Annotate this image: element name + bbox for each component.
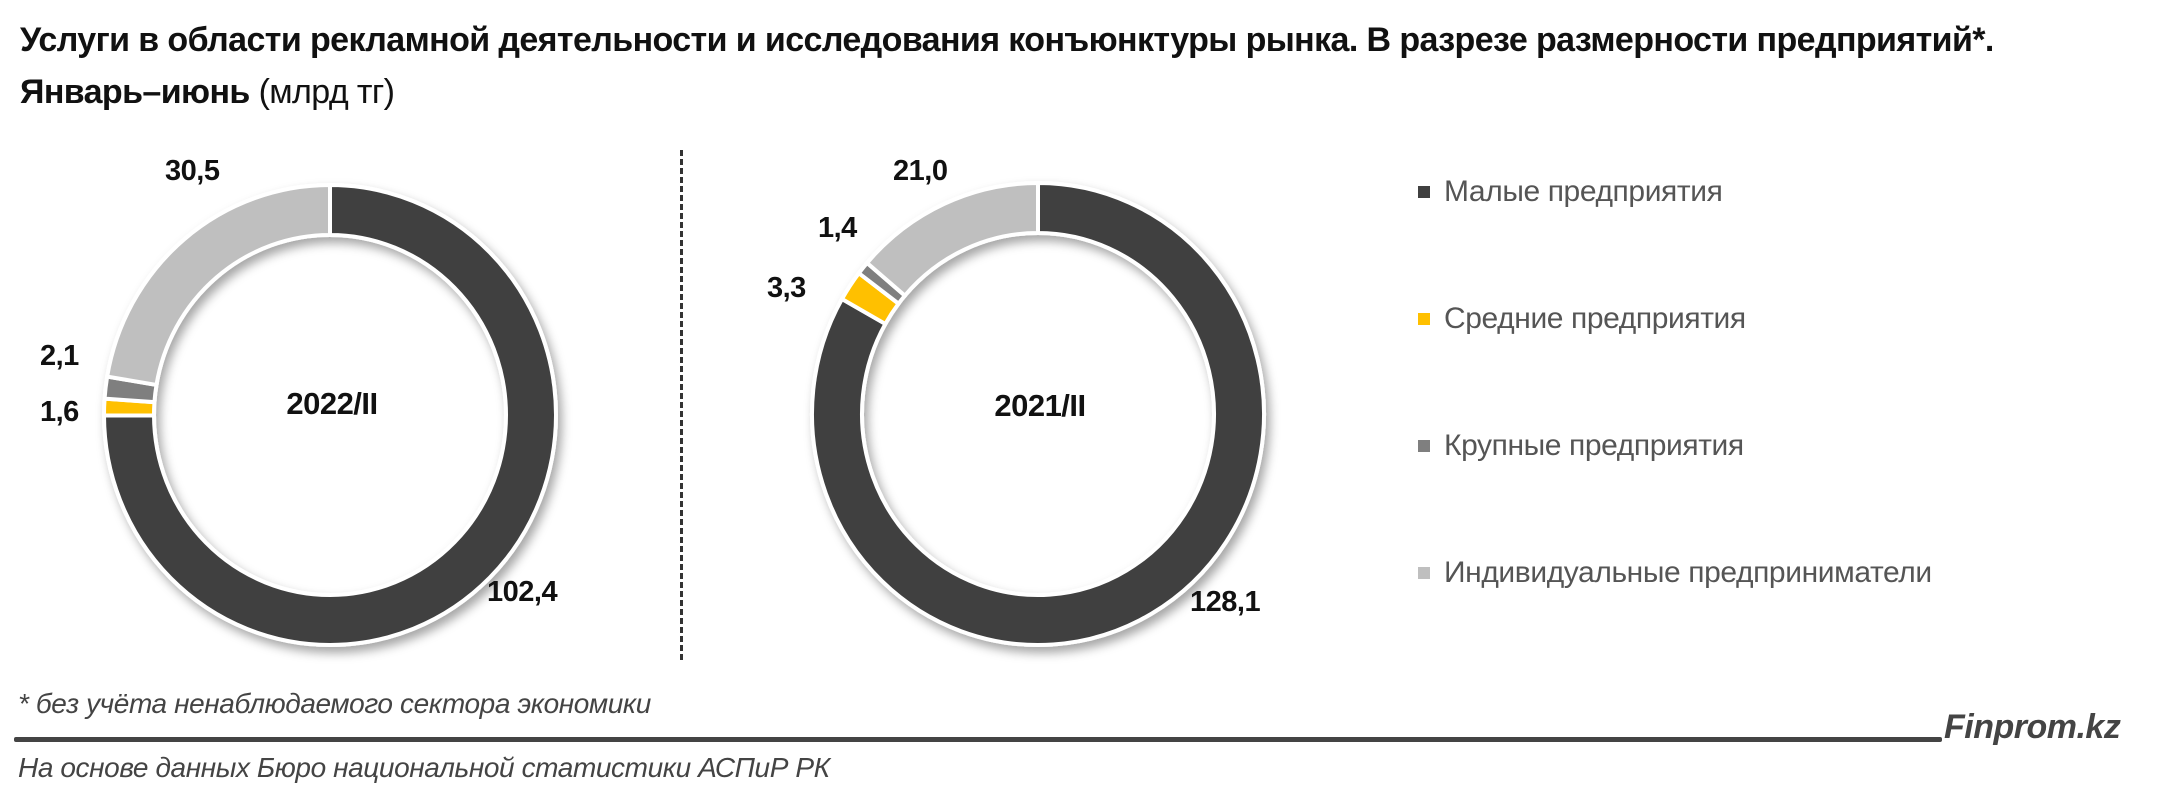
donut-chart-2021 (810, 180, 1266, 647)
chart-divider (680, 150, 683, 660)
donut-center-2021: 2021/II (994, 388, 1086, 423)
legend-item-small: Малые предприятия (1418, 175, 1723, 209)
legend-swatch-small-icon (1418, 186, 1430, 198)
donut-segment (864, 180, 1040, 299)
chart-title-main: Услуги в области рекламной деятельности … (20, 21, 1994, 111)
legend-item-individual: Индивидуальные предприниматели (1418, 556, 1932, 590)
chart-title-unit: (млрд тг) (258, 73, 395, 111)
donut-chart-2022 (101, 182, 558, 647)
label-2022-small: 102,4 (487, 576, 558, 608)
chart-title: Услуги в области рекламной деятельности … (20, 14, 2120, 118)
label-2021-large: 1,4 (818, 212, 857, 244)
label-2022-medium: 1,6 (40, 396, 79, 428)
legend-swatch-medium-icon (1418, 313, 1430, 325)
label-2022-individual: 30,5 (165, 155, 220, 187)
label-2021-medium: 3,3 (767, 272, 806, 304)
legend-label: Средние предприятия (1444, 302, 1746, 335)
footer-rule (14, 737, 1942, 742)
label-2021-individual: 21,0 (893, 155, 948, 187)
label-2021-small: 128,1 (1190, 586, 1261, 618)
donut-segment (810, 180, 1266, 647)
donut-center-2022: 2022/II (286, 386, 378, 421)
legend-label: Малые предприятия (1444, 175, 1723, 208)
legend-item-large: Крупные предприятия (1418, 429, 1744, 463)
legend-item-medium: Средние предприятия (1418, 302, 1746, 336)
donut-segment (101, 182, 558, 647)
legend-label: Крупные предприятия (1444, 429, 1744, 462)
donut-segment (104, 182, 332, 388)
legend-label: Индивидуальные предприниматели (1444, 556, 1932, 589)
footnote: * без учёта ненаблюдаемого сектора эконо… (18, 688, 651, 719)
legend-swatch-individual-icon (1418, 567, 1430, 579)
label-2022-large: 2,1 (40, 340, 79, 372)
brand-logo: Finprom.kz (1944, 708, 2121, 746)
source-note: На основе данных Бюро национальной стати… (18, 752, 830, 783)
legend-swatch-large-icon (1418, 440, 1430, 452)
